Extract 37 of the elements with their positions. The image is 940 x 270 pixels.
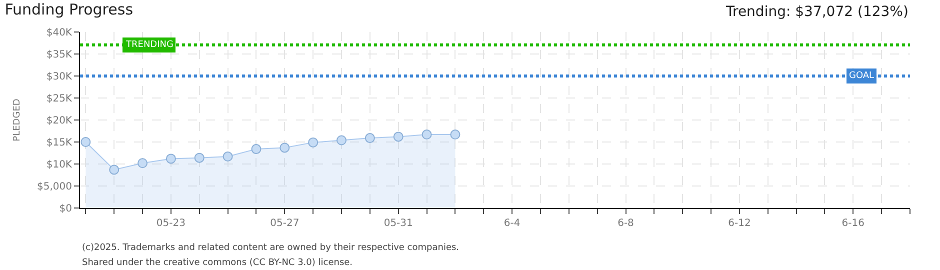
y-tick-label: $5,000 <box>37 182 72 192</box>
x-tick-label: 6-12 <box>728 218 751 229</box>
y-tick-label: $20K <box>46 116 72 126</box>
text: Trending: $37,072 (123%) <box>725 4 908 20</box>
point <box>450 130 460 140</box>
chart-title: Funding Progress <box>4 0 134 19</box>
point <box>422 130 432 140</box>
text: Shared under the creative commons (CC BY-NC 3.0) license. <box>82 258 353 268</box>
point <box>364 133 375 144</box>
x-tick-label: 05-27 <box>270 218 300 229</box>
x-tick-label: 6-8 <box>618 218 634 229</box>
point <box>393 132 404 142</box>
y-tick-label: $40K <box>46 28 72 38</box>
y-tick-label: $0 <box>59 204 72 214</box>
point <box>280 142 290 153</box>
point <box>194 152 204 163</box>
y-axis-title: PLEDGED <box>12 98 22 142</box>
point <box>166 154 176 164</box>
ref-line-label: TRENDING <box>125 40 174 50</box>
point <box>336 135 347 146</box>
point <box>138 158 148 168</box>
point <box>251 144 262 154</box>
point <box>109 164 120 175</box>
y-tick-label: $30K <box>46 72 72 82</box>
x-tick-label: 6-16 <box>842 218 864 229</box>
y-tick-label: $25K <box>46 94 72 104</box>
point <box>222 152 233 162</box>
x-tick-label: 05-31 <box>384 218 413 229</box>
x-tick-label: 6-4 <box>504 218 520 229</box>
point <box>80 137 91 147</box>
y-tick-label: $35K <box>46 50 72 60</box>
y-tick-label: $10K <box>46 160 72 170</box>
ref-line-label: GOAL <box>849 71 874 81</box>
point <box>308 137 318 148</box>
x-tick-label: 05-23 <box>156 218 186 229</box>
y-tick-label: $15K <box>46 138 72 148</box>
text: (c)2025. Trademarks and related content are owned by their respective companies. <box>82 243 460 253</box>
